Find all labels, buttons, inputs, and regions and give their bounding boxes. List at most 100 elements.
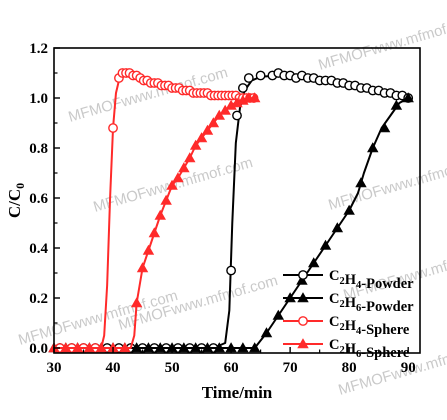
data-point: [178, 342, 190, 353]
legend-item: C2H4-Sphere: [283, 314, 410, 338]
legend-text-part: -Powder: [361, 299, 414, 315]
legend-text-sub: 6: [356, 303, 361, 314]
legend-marker: [297, 292, 309, 303]
x-tick-label: 70: [283, 360, 298, 376]
legend-text-part: -Powder: [361, 276, 414, 292]
legend-text-part: C: [329, 268, 339, 284]
data-point: [83, 342, 96, 353]
series-layer: [48, 68, 414, 353]
data-point: [319, 239, 332, 250]
data-point: [136, 262, 149, 273]
axes-layer: 30 40 50 60 70 80 900.00.20.40.60.81.01.2Time/…: [5, 41, 421, 402]
legend-marker: [297, 338, 309, 349]
data-point: [226, 265, 236, 276]
x-axis-title: Time/min: [202, 383, 273, 402]
legend-text-sub: 6: [356, 349, 361, 360]
data-point: [238, 83, 248, 93]
data-point: [390, 99, 403, 110]
data-point: [367, 142, 379, 153]
data-point: [201, 342, 214, 353]
x-tick-label: 60: [224, 360, 239, 376]
legend-text-part: -Sphere: [361, 322, 410, 338]
data-point: [178, 162, 190, 173]
data-point: [189, 139, 202, 150]
data-point: [355, 177, 367, 188]
y-tick-label: 0.4: [29, 241, 48, 257]
legend-text-sub: 2: [339, 322, 344, 333]
data-point: [130, 297, 143, 308]
y-tick-label: 1.0: [29, 91, 48, 107]
data-point: [243, 73, 254, 83]
data-point: [255, 70, 266, 81]
data-point: [378, 122, 391, 133]
data-point: [130, 342, 143, 353]
data-point: [213, 342, 226, 353]
legend-text-part: C: [329, 291, 339, 307]
data-point: [60, 342, 72, 353]
data-point: [148, 227, 161, 238]
data-point: [237, 342, 249, 353]
data-point: [260, 327, 273, 338]
y-tick-label: 0.2: [29, 291, 48, 307]
legend-label: C2H6-Powder: [329, 291, 414, 315]
data-point: [308, 257, 320, 268]
legend-item: C2H6-Powder: [283, 291, 414, 315]
y-axis-title: C/C0: [5, 183, 27, 218]
data-point: [154, 342, 166, 353]
legend-text-part: H: [345, 272, 357, 288]
legend-text-sub: 4: [356, 326, 362, 337]
data-point: [108, 123, 118, 133]
legend: C2H4-PowderC2H6-PowderC2H4-SphereC2H6-Sp…: [283, 268, 414, 361]
legend-text-sub: 2: [339, 345, 344, 356]
x-tick-label: 80: [342, 360, 357, 376]
data-point: [248, 92, 261, 103]
y-axis-title-main: C/C: [5, 189, 24, 218]
legend-text-part: C: [329, 314, 339, 330]
data-point: [213, 109, 226, 120]
legend-marker: [298, 270, 308, 280]
x-tick-label: 40: [106, 360, 121, 376]
data-point: [160, 194, 172, 205]
data-point: [232, 110, 242, 121]
data-point: [248, 342, 261, 353]
y-tick-label: 0.8: [29, 141, 48, 157]
data-point: [296, 274, 308, 285]
data-point: [95, 342, 107, 353]
legend-text-sub: 4: [356, 280, 362, 291]
y-tick-label: 0.0: [29, 341, 48, 357]
data-point: [71, 342, 84, 353]
x-tick-label: 50: [165, 360, 180, 376]
legend-label: C2H4-Powder: [329, 268, 414, 292]
data-point: [195, 132, 208, 143]
data-point: [343, 204, 355, 215]
legend-text-sub: 2: [339, 276, 344, 287]
data-point: [172, 172, 184, 183]
data-point: [119, 342, 131, 353]
legend-item: C2H6-Sphere: [283, 337, 410, 361]
x-tick-label: 90: [401, 360, 416, 376]
data-point: [272, 309, 285, 320]
legend-text-part: H: [345, 318, 357, 334]
data-point: [201, 124, 214, 135]
legend-marker: [298, 316, 308, 326]
y-tick-label: 1.2: [29, 41, 48, 57]
y-axis-title-sub: 0: [13, 183, 27, 189]
data-point: [142, 244, 155, 255]
series-group: [54, 68, 259, 353]
x-tick-label: 30: [47, 360, 62, 376]
legend-text-part: H: [345, 295, 357, 311]
data-point: [154, 209, 166, 220]
series-group: [54, 68, 414, 353]
data-point: [219, 104, 231, 115]
legend-label: C2H6-Sphere: [329, 337, 410, 361]
legend-label: C2H4-Sphere: [329, 314, 410, 338]
legend-text-part: C: [329, 337, 339, 353]
legend-text-part: -Sphere: [361, 345, 410, 361]
data-point: [142, 342, 155, 353]
plot-frame: [53, 47, 421, 354]
data-point: [402, 92, 414, 103]
legend-item: C2H4-Powder: [283, 268, 414, 292]
data-point: [207, 117, 220, 128]
